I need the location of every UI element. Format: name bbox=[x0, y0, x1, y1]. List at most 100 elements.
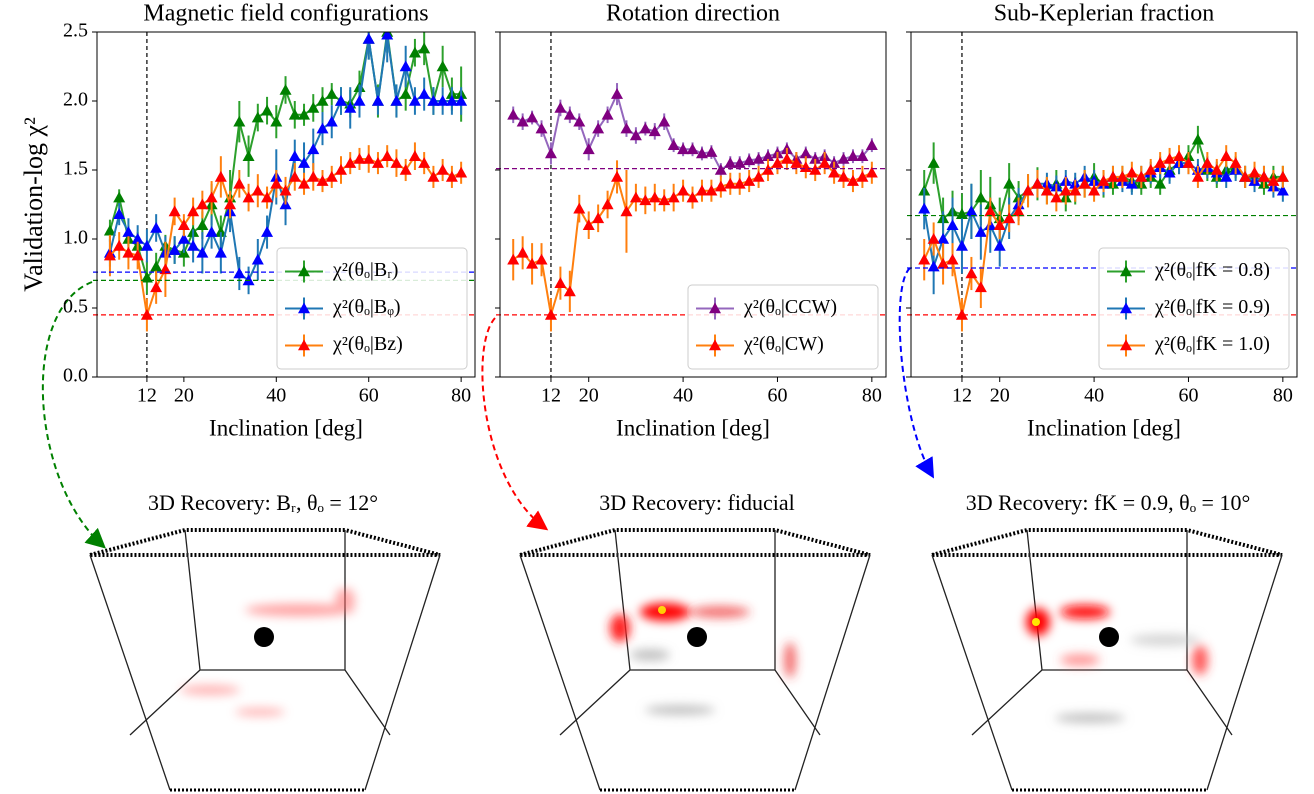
marker bbox=[326, 116, 338, 127]
marker bbox=[928, 261, 940, 272]
hotspot bbox=[1032, 618, 1040, 626]
marker bbox=[639, 123, 651, 134]
marker bbox=[418, 43, 430, 54]
recovery-panels: 3D Recovery: Bᵣ, θₒ = 12° 3D Recovery: f… bbox=[90, 490, 1282, 790]
marker bbox=[715, 164, 727, 175]
panel-title: Sub-Keplerian fraction bbox=[994, 1, 1215, 27]
marker bbox=[705, 146, 717, 157]
panel-title: Magnetic field configurations bbox=[143, 1, 428, 27]
marker bbox=[1126, 167, 1138, 178]
figure: 3D Recovery: Bᵣ, θₒ = 12° 3D Recovery: f… bbox=[0, 0, 1314, 794]
marker bbox=[762, 164, 774, 175]
marker bbox=[363, 33, 375, 44]
y-tick-label: 2.0 bbox=[63, 89, 88, 111]
marker bbox=[307, 143, 319, 154]
marker bbox=[1050, 192, 1062, 203]
marker bbox=[1249, 167, 1261, 178]
marker bbox=[545, 147, 557, 158]
arrow bbox=[482, 318, 545, 528]
marker bbox=[668, 139, 680, 150]
marker bbox=[918, 203, 930, 214]
marker bbox=[233, 268, 245, 279]
marker bbox=[658, 116, 670, 127]
marker bbox=[196, 219, 208, 230]
legend-label: χ²(θₒ|Bᵣ) bbox=[332, 259, 398, 281]
marker bbox=[583, 143, 595, 154]
marker bbox=[252, 185, 264, 196]
marker bbox=[1230, 157, 1242, 168]
marker bbox=[649, 192, 661, 203]
marker bbox=[206, 226, 218, 237]
marker bbox=[289, 150, 301, 161]
marker bbox=[233, 116, 245, 127]
marker bbox=[206, 192, 218, 203]
recovery-title: 3D Recovery: fK = 0.9, θₒ = 10° bbox=[966, 490, 1251, 515]
marker bbox=[583, 219, 595, 230]
x-tick-label: 12 bbox=[137, 385, 157, 407]
black-hole bbox=[254, 627, 274, 647]
legend-label: χ²(θₒ|fK = 0.8) bbox=[1154, 259, 1270, 281]
marker bbox=[517, 247, 529, 258]
marker bbox=[668, 192, 680, 203]
legend-label: χ²(θₒ|CW) bbox=[743, 333, 824, 355]
y-tick-label: 2.5 bbox=[63, 20, 88, 42]
marker bbox=[1220, 150, 1232, 161]
marker bbox=[215, 247, 227, 258]
marker bbox=[150, 222, 162, 233]
emission bbox=[180, 588, 355, 716]
render-box bbox=[932, 530, 1282, 790]
marker bbox=[113, 192, 125, 203]
marker bbox=[150, 281, 162, 292]
black-hole bbox=[1099, 627, 1119, 647]
marker bbox=[409, 150, 421, 161]
marker bbox=[965, 268, 977, 279]
x-tick-label: 20 bbox=[579, 385, 599, 407]
marker bbox=[215, 171, 227, 182]
render-box bbox=[90, 530, 440, 790]
marker bbox=[573, 203, 585, 214]
panel-title: Rotation direction bbox=[606, 1, 780, 27]
x-tick-label: 12 bbox=[541, 385, 561, 407]
marker bbox=[1003, 178, 1015, 189]
marker bbox=[975, 192, 987, 203]
y-tick-label: 1.5 bbox=[63, 158, 88, 180]
marker bbox=[611, 88, 623, 99]
marker bbox=[437, 164, 449, 175]
marker bbox=[437, 61, 449, 72]
legend-label: χ²(θₒ|fK = 1.0) bbox=[1154, 333, 1270, 355]
marker bbox=[975, 226, 987, 237]
marker bbox=[1173, 150, 1185, 161]
x-tick-label: 60 bbox=[767, 385, 787, 407]
x-tick-label: 20 bbox=[174, 385, 194, 407]
legend-label: χ²(θₒ|fK = 0.9) bbox=[1154, 296, 1270, 318]
arrow bbox=[43, 282, 103, 546]
x-tick-label: 20 bbox=[990, 385, 1010, 407]
marker bbox=[573, 116, 585, 127]
recovery-title: 3D Recovery: Bᵣ, θₒ = 12° bbox=[148, 490, 378, 515]
legend: χ²(θₒ|Bᵣ)χ²(θₒ|Bᵩ)χ²(θₒ|Bz) bbox=[277, 248, 467, 369]
marker bbox=[507, 254, 519, 265]
recovery-title: 3D Recovery: fiducial bbox=[599, 490, 795, 515]
legend: χ²(θₒ|CCW)χ²(θₒ|CW) bbox=[688, 285, 878, 369]
marker bbox=[956, 240, 968, 251]
marker bbox=[400, 61, 412, 72]
marker bbox=[1022, 185, 1034, 196]
marker bbox=[261, 105, 273, 116]
x-axis-label: Inclination [deg] bbox=[209, 415, 363, 440]
marker bbox=[536, 254, 548, 265]
emission bbox=[610, 603, 796, 715]
marker bbox=[866, 139, 878, 150]
marker bbox=[928, 157, 940, 168]
marker bbox=[326, 88, 338, 99]
marker bbox=[1192, 134, 1204, 145]
marker bbox=[620, 123, 632, 134]
legend: χ²(θₒ|fK = 0.8) χ²(θₒ|fK = 0.9) χ²(θₒ|fK =… bbox=[1099, 248, 1289, 369]
marker bbox=[233, 178, 245, 189]
x-tick-label: 40 bbox=[1084, 385, 1104, 407]
marker bbox=[994, 240, 1006, 251]
marker bbox=[526, 112, 538, 123]
marker bbox=[400, 88, 412, 99]
panel: Magnetic field configurations Inclination… bbox=[19, 1, 475, 441]
x-tick-label: 40 bbox=[673, 385, 693, 407]
marker bbox=[753, 171, 765, 182]
